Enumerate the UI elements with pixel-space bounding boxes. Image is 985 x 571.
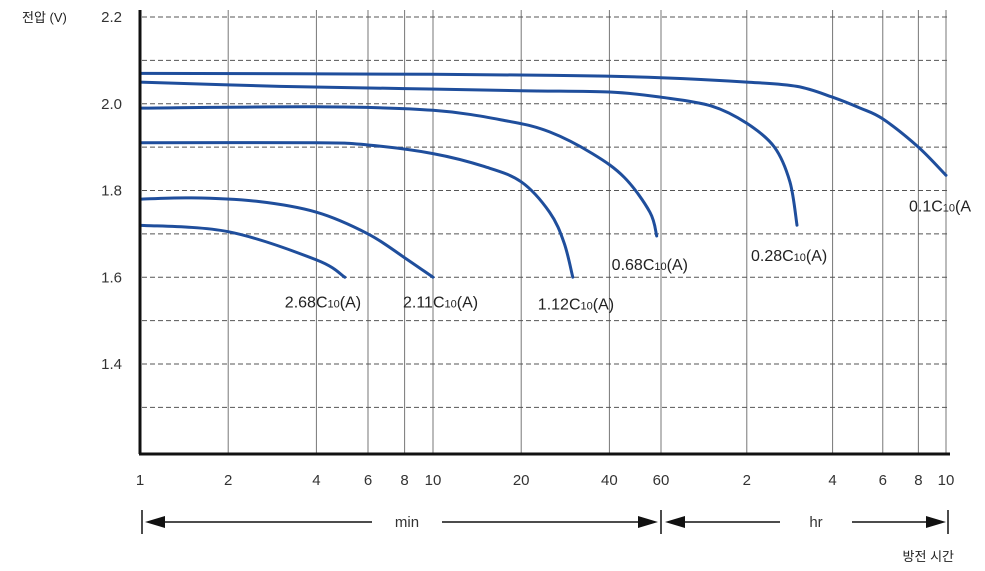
x-tick-hr-1: 4 bbox=[828, 472, 836, 489]
x-tick-labels: 1 2 4 6 8 10 20 40 60 2 4 6 8 10 bbox=[136, 472, 955, 489]
series-line-1 bbox=[138, 196, 435, 279]
series-lines bbox=[138, 71, 948, 279]
grid-lines bbox=[142, 10, 950, 454]
x-tick-min-5: 10 bbox=[425, 472, 442, 489]
hr-range-label: hr bbox=[809, 514, 822, 531]
x-tick-hr-0: 2 bbox=[743, 472, 751, 489]
range-arrows: min hr bbox=[141, 510, 949, 534]
y-axis-title: 전압 (V) bbox=[22, 10, 67, 25]
y-tick-label-4: 1.4 bbox=[101, 356, 122, 373]
series-label-tail-3: (A) bbox=[667, 257, 688, 274]
x-tick-hr-4: 10 bbox=[938, 472, 955, 489]
y-tick-label-1: 2.0 bbox=[101, 96, 122, 113]
series-labels: 2.68C10(A) 2.11C10(A) 1.12C10(A)0.68C10(A)… bbox=[285, 198, 972, 313]
y-tick-label-3: 1.6 bbox=[101, 269, 122, 286]
x-tick-min-2: 4 bbox=[312, 472, 320, 489]
series-label-sub-3: 10 bbox=[654, 261, 666, 273]
series-line-4 bbox=[138, 80, 799, 227]
hr-arrow-left-head bbox=[665, 516, 685, 528]
series-label-sub-1: 10 bbox=[445, 298, 457, 310]
series-label-tail-0: (A) bbox=[340, 294, 361, 311]
y-tick-labels: 2.2 2.0 1.8 1.6 1.4 bbox=[101, 9, 122, 373]
x-axis-title: 방전 시간 bbox=[903, 549, 954, 564]
series-label-4: 0.28C10(A) bbox=[751, 248, 827, 265]
series-label-sub-4: 10 bbox=[794, 252, 806, 264]
series-label-1: 2.11C10(A) bbox=[403, 294, 478, 311]
x-tick-min-6: 20 bbox=[513, 472, 530, 489]
series-label-main-0: 2.68C bbox=[285, 294, 328, 311]
series-label-sub-2: 10 bbox=[581, 300, 593, 312]
x-tick-min-0: 1 bbox=[136, 472, 144, 489]
series-label-main-4: 0.28C bbox=[751, 248, 794, 265]
min-arrow-right-head bbox=[638, 516, 658, 528]
series-label-2: 1.12C10(A) bbox=[538, 296, 614, 313]
series-label-sub-0: 10 bbox=[328, 298, 340, 310]
series-label-5: 0.1C10(A bbox=[909, 198, 971, 215]
series-line-5 bbox=[138, 71, 948, 177]
series-label-main-5: 0.1C bbox=[909, 198, 943, 215]
series-label-0: 2.68C10(A) bbox=[285, 294, 361, 311]
series-label-main-3: 0.68C bbox=[612, 257, 655, 274]
x-tick-min-8: 60 bbox=[653, 472, 670, 489]
min-arrow-left-head bbox=[145, 516, 165, 528]
x-tick-hr-3: 8 bbox=[914, 472, 922, 489]
x-tick-min-7: 40 bbox=[601, 472, 618, 489]
series-label-tail-1: (A) bbox=[457, 294, 478, 311]
series-line-3 bbox=[138, 105, 659, 238]
series-line-0 bbox=[138, 223, 347, 279]
series-label-sub-5: 10 bbox=[943, 202, 955, 214]
series-line-2 bbox=[138, 141, 575, 279]
x-tick-hr-2: 6 bbox=[879, 472, 887, 489]
x-tick-min-3: 6 bbox=[364, 472, 372, 489]
series-label-tail-4: (A) bbox=[806, 248, 827, 265]
series-label-main-1: 2.11C bbox=[403, 294, 445, 311]
axes bbox=[138, 10, 950, 456]
min-range-label: min bbox=[395, 514, 419, 531]
x-tick-min-1: 2 bbox=[224, 472, 232, 489]
hr-arrow-right-head bbox=[926, 516, 946, 528]
x-tick-min-4: 8 bbox=[400, 472, 408, 489]
y-tick-label-2: 1.8 bbox=[101, 183, 122, 200]
series-label-tail-2: (A) bbox=[593, 296, 614, 313]
series-label-3: 0.68C10(A) bbox=[612, 257, 688, 274]
series-label-main-2: 1.12C bbox=[538, 296, 581, 313]
y-tick-label-0: 2.2 bbox=[101, 9, 122, 26]
series-label-tail-5: (A bbox=[955, 198, 971, 215]
